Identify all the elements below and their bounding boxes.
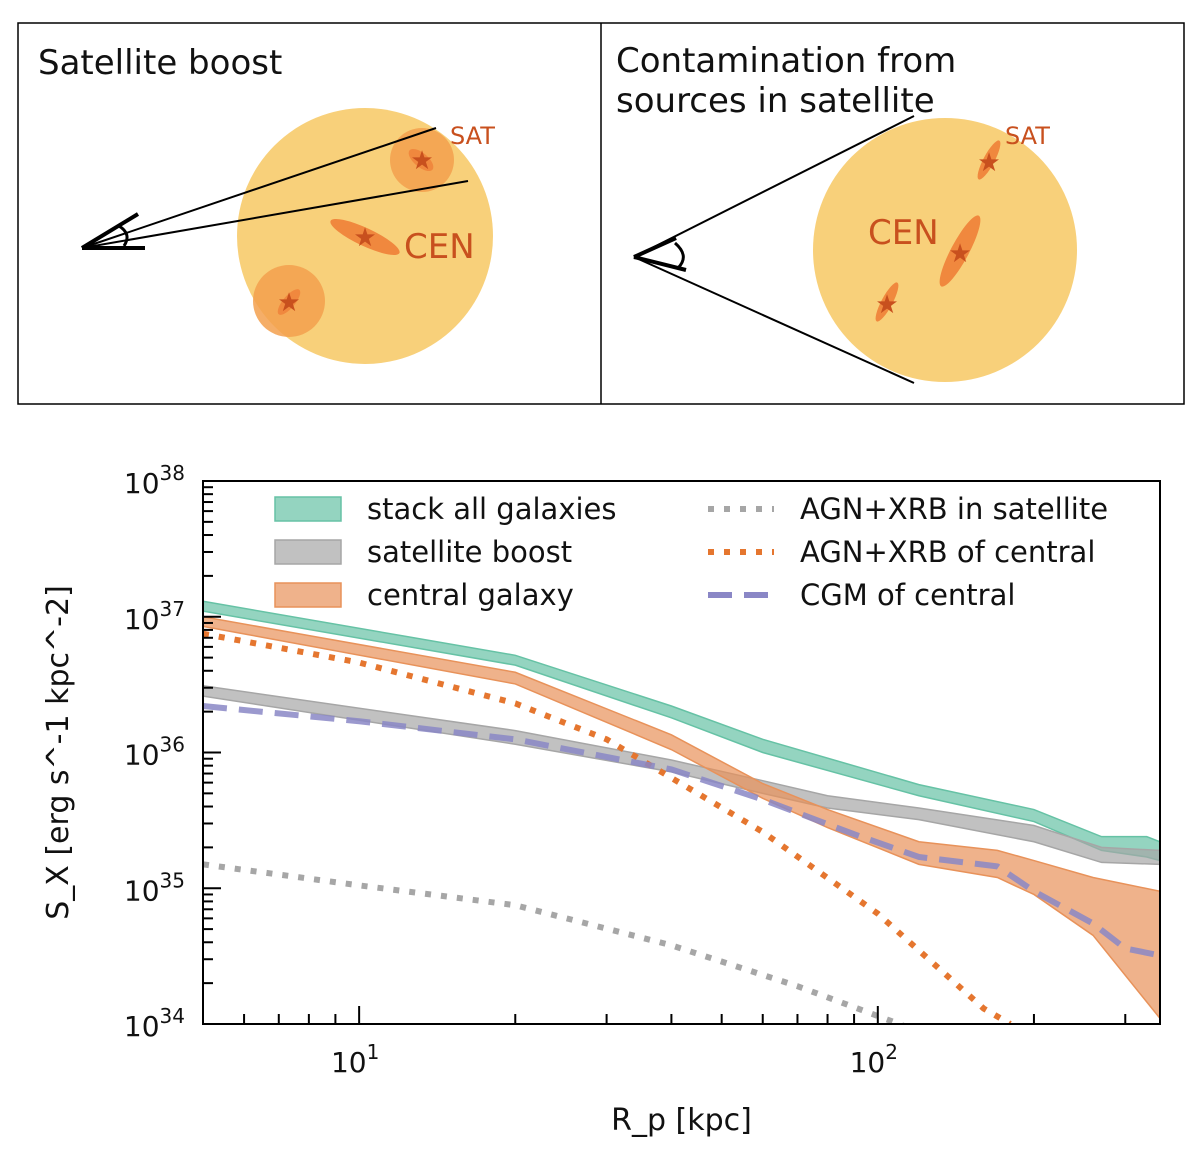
star-icon: ★: [353, 223, 376, 253]
legend-item: stack all galaxies: [274, 492, 617, 526]
panel-title-left: Satellite boost: [38, 43, 282, 83]
legend-item: satellite boost: [274, 535, 572, 569]
cen-label: CEN: [404, 227, 475, 267]
legend-label: AGN+XRB of central: [800, 535, 1095, 569]
satellite-galaxy-ellipse: [277, 289, 301, 315]
x-axis-label: R_p [kpc]: [611, 1103, 752, 1138]
x-tick-label: 101: [331, 1040, 379, 1079]
legend-item: central galaxy: [274, 578, 574, 612]
satellite-galaxy-ellipse: [875, 282, 899, 322]
legend-item: AGN+XRB of central: [708, 535, 1095, 569]
band-central-galaxy: [203, 615, 1160, 1020]
sat-label: SAT: [1005, 122, 1050, 150]
star-icon: ★: [875, 290, 898, 320]
star-icon: ★: [948, 239, 971, 269]
chart-axis-labels: R_p [kpc] S_X [erg s^-1 kpc^-2]: [41, 585, 752, 1138]
legend-label: stack all galaxies: [367, 492, 617, 526]
legend-swatch: [274, 539, 342, 565]
sat-label: SAT: [450, 122, 495, 150]
star-icon: ★: [277, 288, 300, 318]
star-icon: ★: [977, 148, 1000, 178]
panel-satellite-boost: Satellite boost ★ ★ ★ SAT CEN: [38, 43, 495, 364]
y-tick-label: 1037: [124, 597, 185, 636]
satellite-galaxy-ellipse: [408, 148, 434, 172]
cen-label: CEN: [868, 213, 939, 253]
satellite-galaxy-ellipse: [977, 140, 1001, 180]
legend-label: AGN+XRB in satellite: [800, 492, 1108, 526]
eye-icon: [633, 115, 915, 384]
legend-item: AGN+XRB in satellite: [708, 492, 1108, 526]
central-galaxy-ellipse: [939, 215, 981, 287]
y-tick-label: 1034: [124, 1004, 185, 1043]
chart: 101 102 1034 1035 1036 1037 1038 stack all gal…: [41, 461, 1161, 1138]
legend-label: satellite boost: [367, 535, 572, 569]
eye-icon: [80, 127, 469, 250]
chart-lines: [203, 630, 1160, 1024]
y-tick-label: 1038: [124, 461, 185, 500]
legend-item: CGM of central: [708, 578, 1015, 612]
legend-swatch: [274, 496, 342, 522]
star-icon: ★: [410, 146, 433, 176]
y-tick-label: 1036: [124, 733, 185, 772]
chart-bands: [203, 600, 1160, 1020]
panel-title-right-line1: Contamination from: [616, 41, 956, 81]
band-stack-all-galaxies: [203, 600, 1160, 862]
legend-swatch: [274, 582, 342, 608]
x-tick-label: 102: [850, 1040, 898, 1079]
y-tick-label: 1035: [124, 868, 185, 907]
line-cgm-of-central: [203, 703, 1160, 959]
panel-contamination: Contamination from sources in satellite …: [616, 41, 1077, 384]
line-agn-xrb-in-satellite: [203, 861, 907, 1024]
y-axis-label: S_X [erg s^-1 kpc^-2]: [41, 585, 76, 920]
central-galaxy-ellipse: [330, 218, 400, 256]
panel-title-right-line2: sources in satellite: [616, 81, 935, 121]
legend-label: central galaxy: [367, 578, 574, 612]
schematic-panels: Satellite boost ★ ★ ★ SAT CEN Contaminat…: [17, 22, 1185, 405]
chart-axes: 101 102 1034 1035 1036 1037 1038: [124, 461, 1161, 1079]
legend-label: CGM of central: [800, 578, 1015, 612]
halo-circle: [813, 118, 1077, 382]
line-agn-xrb-of-central: [203, 630, 1012, 1024]
chart-legend: stack all galaxies satellite boost central…: [274, 492, 1108, 612]
